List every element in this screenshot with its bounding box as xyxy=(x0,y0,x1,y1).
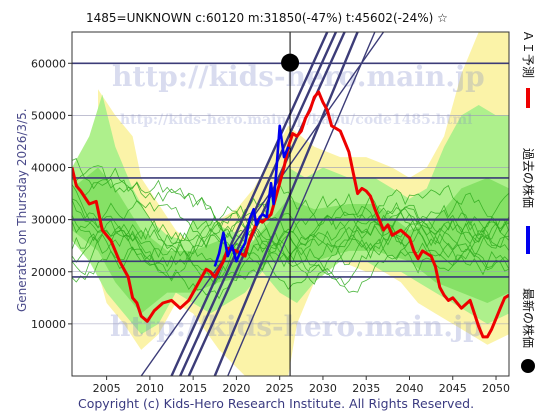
trend-line-2 xyxy=(179,32,338,376)
generated-date-label: Generated on Thursday 2026/3/5. xyxy=(15,108,29,312)
copyright-footer: Copyright (c) Kids-Hero Research Institu… xyxy=(78,396,474,411)
series-line-0 xyxy=(72,90,509,339)
y-tick-label-10000: 10000 xyxy=(31,318,66,331)
x-tick-label-2050: 2050 xyxy=(482,382,510,395)
x-tick-label-2020: 2020 xyxy=(222,382,250,395)
x-tick-label-2040: 2040 xyxy=(395,382,423,395)
watermark-bottom: http://kids-hero.main.jp xyxy=(110,310,483,343)
x-tick-label-2035: 2035 xyxy=(352,382,380,395)
series-group xyxy=(72,90,509,339)
series-line-1 xyxy=(213,124,290,267)
trend-line-1 xyxy=(170,32,329,376)
trend-line-4 xyxy=(213,32,359,376)
x-tick-label-2030: 2030 xyxy=(309,382,337,395)
x-tick-label-2015: 2015 xyxy=(179,382,207,395)
legend-swatch-latest xyxy=(521,359,535,373)
x-tick-label-2025: 2025 xyxy=(266,382,294,395)
y-tick-label-30000: 30000 xyxy=(31,214,66,227)
trend-lines xyxy=(140,32,385,376)
x-axis: 2005 2010 2015 2020 2025 2030 2035 2040 2045 2050 xyxy=(93,376,510,395)
x-tick-label-2010: 2010 xyxy=(136,382,164,395)
trend-line-0 xyxy=(140,32,385,376)
legend-label-latest: 最新の株価 xyxy=(521,288,536,348)
x-tick-label-2005: 2005 xyxy=(93,382,121,395)
legend-label-ai: ＡＩ予測 xyxy=(521,30,535,78)
y-tick-label-40000: 40000 xyxy=(31,162,66,175)
legend-label-past: 過去の株価 xyxy=(521,148,536,208)
trend-line-3 xyxy=(187,32,346,376)
x-tick-label-2045: 2045 xyxy=(439,382,467,395)
y-axis: 10000 20000 30000 40000 50000 60000 xyxy=(31,57,72,331)
latest-price-marker xyxy=(281,53,300,72)
y-tick-label-50000: 50000 xyxy=(31,109,66,122)
y-tick-label-20000: 20000 xyxy=(31,266,66,279)
chart-title: 1485=UNKNOWN c:60120 m:31850(-47%) t:456… xyxy=(86,11,448,25)
plot-clip-group: http://kids-hero.main.jp http://kids-her… xyxy=(72,32,509,376)
y-tick-label-60000: 60000 xyxy=(31,57,66,70)
plot-frame xyxy=(71,31,510,377)
trend-line-5 xyxy=(227,32,376,376)
